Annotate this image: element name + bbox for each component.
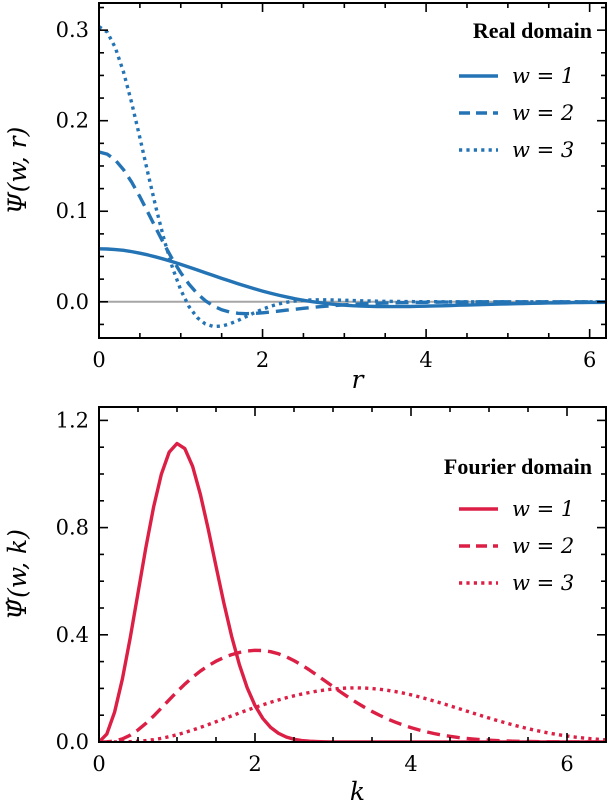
panel-bottom: 0 2 4 6 0.0 0.4 0.8 1.2 k Ψ̂(w, k) Fourier domain w… [3, 406, 607, 806]
legend: Fourier domain w = 1 w = 2 w = 3 [444, 454, 592, 595]
legend-title: Real domain [473, 18, 592, 43]
y-tick-label: 0.8 [56, 516, 89, 540]
x-tick-label: 2 [248, 752, 261, 776]
y-tick-label: 0.0 [56, 290, 89, 314]
x-tick-label: 0 [92, 348, 105, 372]
x-tick-label: 4 [419, 348, 432, 372]
x-tick-label: 0 [92, 752, 105, 776]
legend-title: Fourier domain [444, 454, 592, 479]
legend-label-w1: w = 1 [512, 497, 574, 521]
series-line-w2 [99, 648, 606, 742]
x-tick-label: 6 [560, 752, 573, 776]
plot-frame [98, 406, 607, 743]
series-line-w2 [99, 150, 606, 316]
legend-label-w2: w = 2 [512, 534, 574, 558]
y-tick-label: 0.1 [56, 199, 89, 223]
y-axis-label: Ψ̂(w, k) [3, 529, 32, 620]
y-tick-label: 0.3 [56, 18, 89, 42]
x-axis-label: r [352, 365, 366, 394]
legend-label-w2: w = 2 [512, 101, 574, 125]
x-tick-label: 6 [583, 348, 596, 372]
y-tick-label: 0.4 [56, 623, 89, 647]
series-line-w3 [99, 686, 606, 742]
y-tick-label: 1.2 [56, 408, 89, 432]
x-tick-label: 2 [256, 348, 269, 372]
x-tick-label: 4 [404, 752, 417, 776]
legend-label-w1: w = 1 [512, 64, 574, 88]
legend: Real domain w = 1 w = 2 w = 3 [459, 18, 592, 162]
plot-frame [98, 2, 607, 339]
x-axis-label: k [350, 777, 365, 806]
y-tick-label: 0.0 [56, 730, 89, 754]
legend-label-w3: w = 3 [512, 138, 574, 162]
panel-top: 0 2 4 6 0.0 0.1 0.2 0.3 r Ψ(w, r) Real domain w = 1… [3, 2, 607, 394]
legend-label-w3: w = 3 [512, 571, 574, 595]
y-tick-label: 0.2 [56, 109, 89, 133]
y-axis-label: Ψ(w, r) [3, 127, 32, 215]
series-line-w1 [99, 247, 606, 309]
